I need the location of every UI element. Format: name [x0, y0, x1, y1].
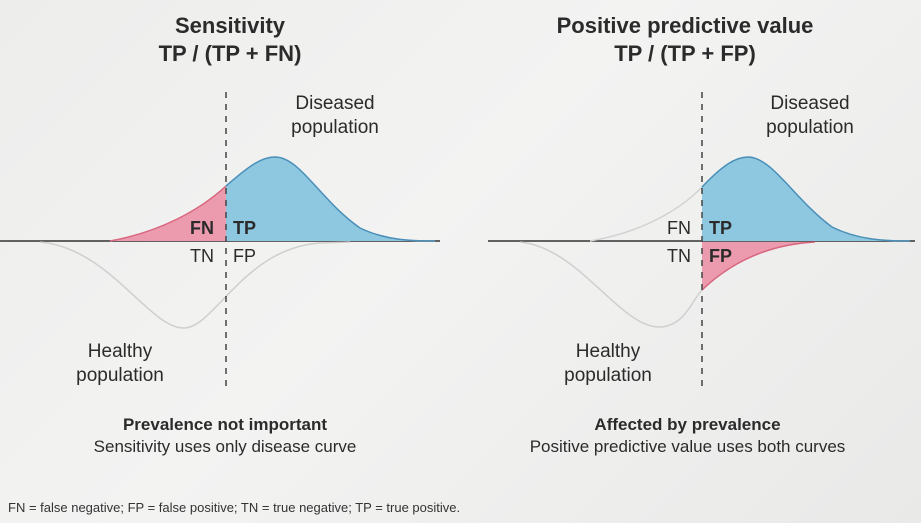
sensitivity-panel: Sensitivity TP / (TP + FN) Diseased popu…	[0, 0, 460, 470]
tp-curve	[701, 156, 911, 242]
sensitivity-title-line1: Sensitivity	[174, 13, 286, 38]
sensitivity-title: Sensitivity TP / (TP + FN)	[0, 12, 460, 68]
healthy-population-label: Healthy population	[564, 341, 652, 386]
fp-curve	[701, 241, 816, 291]
sensitivity-formula: TP / (TP + FN)	[158, 41, 302, 66]
tn-label: TN	[190, 246, 214, 266]
ppv-curves	[488, 92, 915, 392]
ppv-title-line1: Positive predictive value	[556, 13, 814, 38]
fn-label: FN	[667, 218, 691, 238]
fn-curve	[109, 185, 227, 242]
sensitivity-curves	[0, 92, 440, 392]
tp-area	[702, 157, 910, 241]
abbreviations-footnote: FN = false negative; FP = false positive…	[8, 500, 461, 515]
fn-area	[110, 186, 226, 241]
fn-label: FN	[190, 218, 214, 238]
tp-label: TP	[709, 218, 733, 238]
fp-label: FP	[233, 246, 257, 266]
tp-curve	[225, 156, 436, 242]
healthy-curve	[39, 241, 351, 329]
fp-label: FP	[709, 246, 733, 266]
healthy-curve	[519, 241, 703, 328]
healthy-population-label: Healthy population	[76, 341, 164, 386]
diseased-population-label: Diseased population	[766, 93, 854, 138]
ppv-caption: Affected by prevalence Positive predicti…	[529, 415, 846, 456]
ppv-panel: Positive predictive value TP / (TP + FP)…	[460, 0, 920, 470]
ppv-title: Positive predictive value TP / (TP + FP)	[450, 12, 920, 68]
tp-area	[226, 157, 435, 241]
tn-label: TN	[667, 246, 691, 266]
disease-curve-faint	[589, 186, 703, 242]
tp-label: TP	[233, 218, 257, 238]
sensitivity-caption: Prevalence not important Sensitivity use…	[93, 415, 357, 456]
fp-area	[702, 242, 815, 290]
diseased-population-label: Diseased population	[291, 93, 379, 138]
ppv-formula: TP / (TP + FP)	[614, 41, 756, 66]
